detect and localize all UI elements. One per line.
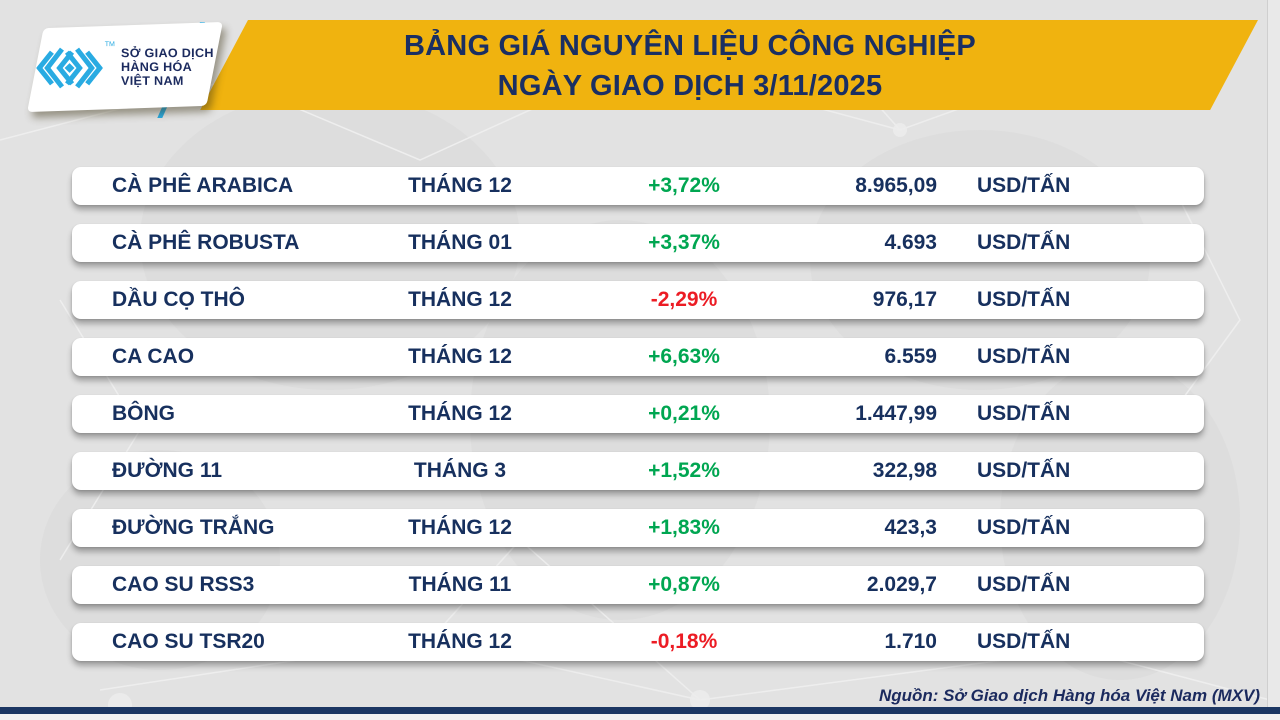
page-title-line2: NGÀY GIAO DỊCH 3/11/2025 bbox=[497, 70, 883, 102]
contract-month: THÁNG 12 bbox=[408, 345, 512, 368]
commodity-name: ĐƯỜNG 11 bbox=[112, 459, 223, 482]
change-percent: +0,87% bbox=[648, 573, 720, 596]
table-row: CAO SU RSS3 THÁNG 11 +0,87% 2.029,7 USD/… bbox=[72, 566, 1204, 604]
price-unit: USD/TẤN bbox=[977, 630, 1071, 653]
price-value: 4.693 bbox=[884, 231, 937, 254]
commodity-name: CAO SU TSR20 bbox=[112, 630, 265, 653]
contract-month: THÁNG 12 bbox=[408, 516, 512, 539]
price-unit: USD/TẤN bbox=[977, 174, 1071, 197]
price-table: CÀ PHÊ ARABICA THÁNG 12 +3,72% 8.965,09 … bbox=[72, 167, 1204, 661]
bottom-navy-bar bbox=[0, 707, 1280, 714]
price-unit: USD/TẤN bbox=[977, 459, 1071, 482]
price-unit: USD/TẤN bbox=[977, 288, 1071, 311]
table-row: CA CAO THÁNG 12 +6,63% 6.559 USD/TẤN bbox=[72, 338, 1204, 376]
table-row: CAO SU TSR20 THÁNG 12 -0,18% 1.710 USD/T… bbox=[72, 623, 1204, 661]
contract-month: THÁNG 12 bbox=[408, 402, 512, 425]
mxv-chevron-diamond-icon bbox=[36, 47, 103, 89]
table-row: DẦU CỌ THÔ THÁNG 12 -2,29% 976,17 USD/TẤ… bbox=[72, 281, 1204, 319]
change-percent: +0,21% bbox=[648, 402, 720, 425]
price-value: 2.029,7 bbox=[866, 573, 937, 596]
price-unit: USD/TẤN bbox=[977, 345, 1071, 368]
contract-month: THÁNG 01 bbox=[408, 231, 512, 254]
contract-month: THÁNG 12 bbox=[408, 288, 512, 311]
price-value: 6.559 bbox=[884, 345, 937, 368]
commodity-name: CAO SU RSS3 bbox=[112, 573, 255, 596]
logo-text-line3: VIỆT NAM bbox=[121, 73, 184, 88]
commodity-name: ĐƯỜNG TRẮNG bbox=[112, 516, 275, 539]
contract-month: THÁNG 12 bbox=[408, 174, 512, 197]
page-title: BẢNG GIÁ NGUYÊN LIỆU CÔNG NGHIỆP NGÀY GI… bbox=[230, 24, 1150, 108]
mxv-logo: TM SỞ GIAO DỊCH HÀNG HÓA VIỆT NAM bbox=[27, 21, 223, 113]
change-percent: +6,63% bbox=[648, 345, 720, 368]
change-percent: +1,83% bbox=[648, 516, 720, 539]
change-percent: +3,72% bbox=[648, 174, 720, 197]
logo-text-line2: HÀNG HÓA bbox=[120, 60, 193, 74]
commodity-name: DẦU CỌ THÔ bbox=[112, 288, 245, 311]
commodity-name: CÀ PHÊ ROBUSTA bbox=[112, 231, 300, 254]
price-unit: USD/TẤN bbox=[977, 573, 1071, 596]
commodity-name: BÔNG bbox=[112, 402, 175, 425]
price-value: 1.447,99 bbox=[855, 402, 937, 425]
logo-wordmark: SỞ GIAO DỊCH HÀNG HÓA VIỆT NAM bbox=[121, 46, 214, 88]
bottom-light-strip bbox=[0, 714, 1280, 720]
change-percent: +1,52% bbox=[648, 459, 720, 482]
source-attribution: Nguồn: Sở Giao dịch Hàng hóa Việt Nam (M… bbox=[878, 686, 1260, 705]
table-row: ĐƯỜNG TRẮNG THÁNG 12 +1,83% 423,3 USD/TẤ… bbox=[72, 509, 1204, 547]
price-value: 322,98 bbox=[872, 459, 937, 482]
price-value: 8.965,09 bbox=[855, 174, 937, 197]
trademark-symbol: TM bbox=[104, 41, 115, 49]
commodity-name: CA CAO bbox=[112, 345, 195, 368]
commodity-name: CÀ PHÊ ARABICA bbox=[112, 174, 294, 197]
change-percent: +3,37% bbox=[648, 231, 720, 254]
contract-month: THÁNG 3 bbox=[413, 459, 507, 482]
page-title-line1: BẢNG GIÁ NGUYÊN LIỆU CÔNG NGHIỆP bbox=[404, 30, 976, 62]
table-row: CÀ PHÊ ARABICA THÁNG 12 +3,72% 8.965,09 … bbox=[72, 167, 1204, 205]
right-edge-trim bbox=[1267, 0, 1280, 720]
change-percent: -2,29% bbox=[650, 288, 718, 311]
price-unit: USD/TẤN bbox=[977, 516, 1071, 539]
price-unit: USD/TẤN bbox=[977, 231, 1071, 254]
contract-month: THÁNG 12 bbox=[408, 630, 512, 653]
logo-text-line1: SỞ GIAO DỊCH bbox=[120, 46, 214, 61]
table-row: ĐƯỜNG 11 THÁNG 3 +1,52% 322,98 USD/TẤN bbox=[72, 452, 1204, 490]
table-row: BÔNG THÁNG 12 +0,21% 1.447,99 USD/TẤN bbox=[72, 395, 1204, 433]
table-row: CÀ PHÊ ROBUSTA THÁNG 01 +3,37% 4.693 USD… bbox=[72, 224, 1204, 262]
change-percent: -0,18% bbox=[650, 630, 718, 653]
price-value: 976,17 bbox=[872, 288, 937, 311]
price-value: 423,3 bbox=[884, 516, 937, 539]
price-unit: USD/TẤN bbox=[977, 402, 1071, 425]
contract-month: THÁNG 11 bbox=[408, 573, 512, 596]
price-value: 1.710 bbox=[884, 630, 937, 653]
